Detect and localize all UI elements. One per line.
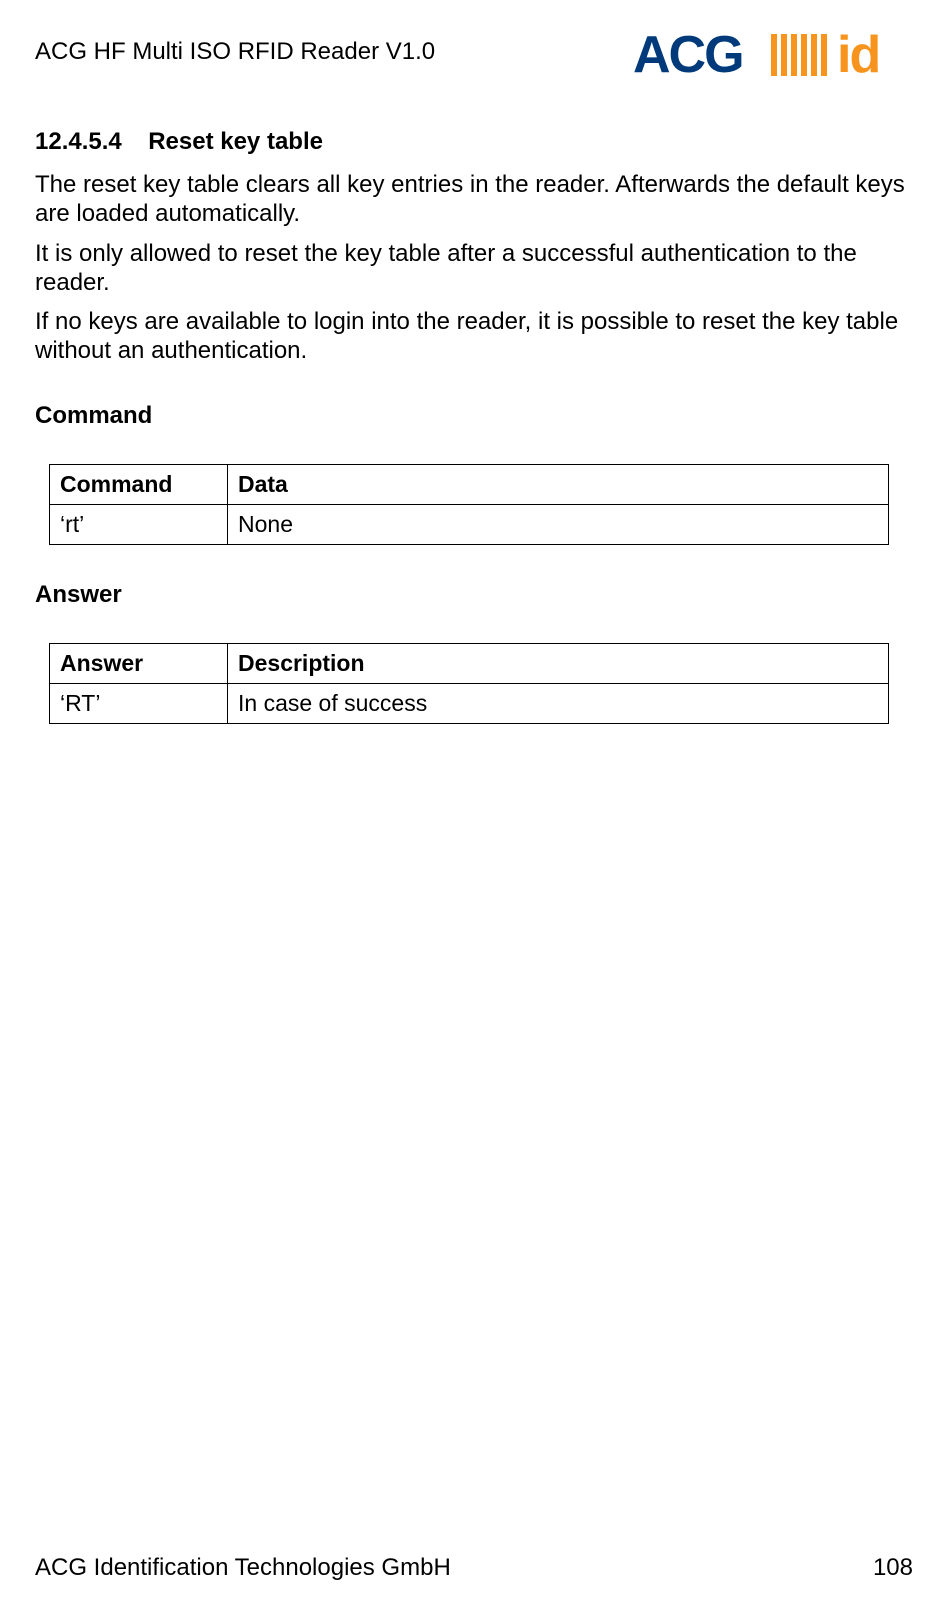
footer-page-number: 108 (873, 1554, 913, 1582)
answer-header-answer: Answer (50, 643, 228, 683)
section-heading-row: 12.4.5.4 Reset key table (35, 128, 913, 156)
table-header-row: Command Data (50, 464, 889, 504)
table-header-row: Answer Description (50, 643, 889, 683)
page-footer: ACG Identification Technologies GmbH 108 (35, 1554, 913, 1582)
command-cell-data: None (228, 504, 889, 544)
answer-heading: Answer (35, 581, 913, 609)
command-table: Command Data ‘rt’ None (49, 464, 889, 545)
doc-title: ACG HF Multi ISO RFID Reader V1.0 (35, 28, 435, 66)
answer-table: Answer Description ‘RT’ In case of succe… (49, 643, 889, 724)
svg-text:id: id (837, 28, 879, 84)
paragraph-1: The reset key table clears all key entri… (35, 170, 913, 229)
footer-company: ACG Identification Technologies GmbH (35, 1554, 451, 1582)
command-header-command: Command (50, 464, 228, 504)
command-heading: Command (35, 402, 913, 430)
command-header-data: Data (228, 464, 889, 504)
answer-cell-answer: ‘RT’ (50, 683, 228, 723)
table-row: ‘RT’ In case of success (50, 683, 889, 723)
paragraph-3: If no keys are available to login into t… (35, 307, 913, 366)
page-header: ACG HF Multi ISO RFID Reader V1.0 ACG id (35, 28, 913, 88)
svg-text:ACG: ACG (633, 28, 743, 84)
acg-id-logo-icon: ACG id (633, 28, 913, 88)
section-number: 12.4.5.4 (35, 128, 122, 155)
table-row: ‘rt’ None (50, 504, 889, 544)
section-title: Reset key table (148, 128, 323, 155)
logo: ACG id (633, 28, 913, 88)
answer-cell-description: In case of success (228, 683, 889, 723)
command-cell-command: ‘rt’ (50, 504, 228, 544)
paragraph-2: It is only allowed to reset the key tabl… (35, 239, 913, 298)
answer-header-description: Description (228, 643, 889, 683)
